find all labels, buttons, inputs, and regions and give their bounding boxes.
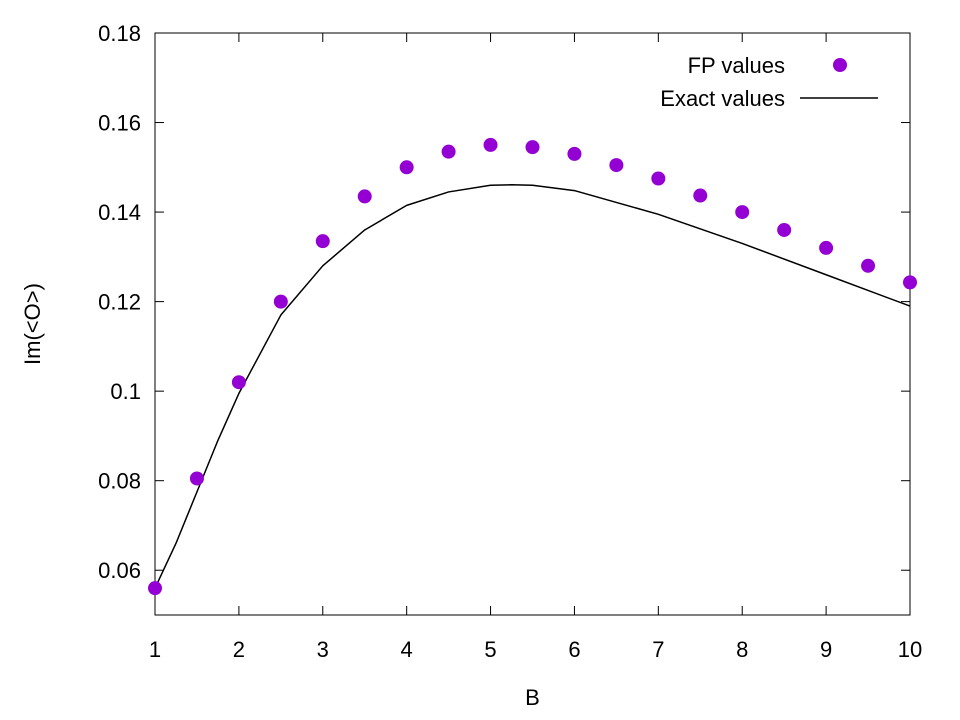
x-tick-label: 8: [736, 637, 748, 662]
x-tick-label: 7: [652, 637, 664, 662]
data-point-fp-values: [525, 140, 540, 155]
data-point-fp-values: [903, 275, 917, 290]
y-tick-label: 0.16: [98, 111, 141, 136]
data-point-fp-values: [399, 160, 414, 175]
legend-marker-fp-values: [833, 58, 847, 72]
x-tick-label: 2: [233, 637, 245, 662]
x-axis-title: B: [525, 685, 540, 710]
y-axis-title: Im(<O>): [20, 283, 45, 365]
legend-label: Exact values: [660, 86, 785, 111]
data-point-fp-values: [231, 375, 246, 390]
legend-label: FP values: [688, 53, 785, 78]
data-point-fp-values: [357, 189, 372, 204]
series-layer: [148, 137, 917, 596]
x-tick-label: 4: [401, 637, 413, 662]
data-point-fp-values: [861, 258, 876, 273]
data-point-fp-values: [567, 146, 582, 161]
ticks-layer: 1 2 3 4 5 6 7 8 9 10 0.06 0.08 0.1 0.12 0.14 0.16 0.18: [98, 21, 922, 662]
x-tick-label: 9: [820, 637, 832, 662]
data-point-fp-values: [148, 581, 162, 596]
data-point-fp-values: [609, 158, 624, 173]
y-tick-label: 0.08: [98, 469, 141, 494]
data-point-fp-values: [651, 171, 666, 186]
y-tick-label: 0.1: [110, 379, 141, 404]
y-tick-label: 0.12: [98, 290, 141, 315]
y-tick-label: 0.14: [98, 200, 141, 225]
y-tick-label: 0.18: [98, 21, 141, 46]
x-tick-label: 6: [568, 637, 580, 662]
data-point-fp-values: [189, 471, 204, 486]
data-point-fp-values: [441, 144, 456, 159]
data-point-fp-values: [483, 137, 498, 152]
series-line-exact-values: [154, 184, 911, 589]
data-point-fp-values: [735, 205, 750, 220]
legend: FP values Exact values: [660, 53, 878, 111]
x-tick-label: 3: [317, 637, 329, 662]
x-tick-label: 1: [149, 637, 161, 662]
plot-border: [154, 32, 911, 616]
data-point-fp-values: [777, 222, 792, 237]
data-point-fp-values: [273, 294, 288, 309]
x-tick-label: 5: [484, 637, 496, 662]
plot-frame-layer: [154, 32, 911, 616]
x-tick-label: 10: [898, 637, 922, 662]
data-point-fp-values: [315, 234, 330, 249]
y-tick-label: 0.06: [98, 558, 141, 583]
data-point-fp-values: [693, 188, 708, 203]
data-point-fp-values: [819, 240, 834, 255]
